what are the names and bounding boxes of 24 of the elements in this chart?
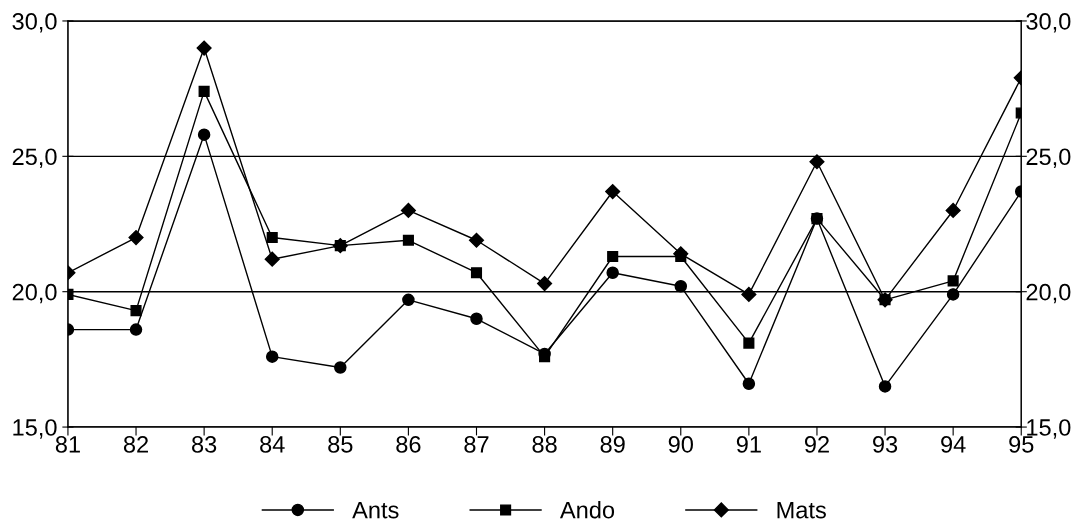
legend-label: Ando — [559, 501, 615, 519]
y2-tick-label: 30,0 — [1026, 13, 1071, 33]
x-tick-label: 86 — [396, 436, 421, 453]
y-tick-label: 20,0 — [12, 283, 57, 304]
x-tick-label: 88 — [532, 436, 557, 453]
x-tick-label: 92 — [804, 436, 829, 453]
x-tick-label: 83 — [192, 436, 217, 453]
legend-label: Mats — [777, 501, 826, 519]
x-tick-label: 94 — [941, 436, 966, 453]
x-tick-label: 91 — [736, 436, 761, 453]
x-tick-label: 87 — [464, 436, 489, 453]
y-tick-label: 25,0 — [12, 148, 57, 168]
x-tick-label: 81 — [55, 436, 80, 453]
x-tick-label: 84 — [260, 436, 285, 453]
legend-label: Ants — [352, 501, 399, 519]
y2-tick-label: 25,0 — [1026, 148, 1071, 168]
x-tick-label: 82 — [123, 436, 148, 453]
x-tick-label: 93 — [873, 436, 898, 453]
y-tick-label: 30,0 — [12, 13, 57, 33]
y-tick-label: 15,0 — [13, 419, 57, 439]
x-tick-label: 90 — [668, 436, 693, 453]
y2-tick-label: 20,0 — [1026, 283, 1071, 304]
x-tick-label: 85 — [328, 436, 353, 453]
x-tick-label: 89 — [600, 436, 625, 453]
